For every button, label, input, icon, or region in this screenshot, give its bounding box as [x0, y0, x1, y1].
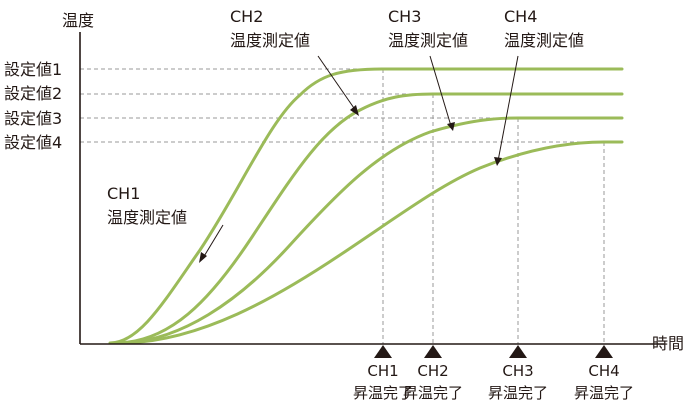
ch2-complete-triangle	[424, 345, 442, 358]
ch1-complete-text: 昇温完了	[353, 384, 413, 402]
setpoint-label-1: 設定値1	[4, 60, 62, 79]
setpoint-guides	[80, 68, 622, 143]
ch2-measurement-label: 温度測定値	[230, 31, 310, 50]
ch4-complete-text: 昇温完了	[574, 384, 634, 402]
x-axis-label: 時間	[652, 334, 684, 353]
ch1-measurement-label: 温度測定値	[107, 208, 187, 227]
completion-guides	[382, 69, 605, 344]
leader-ch2	[317, 55, 357, 112]
ch2-channel-label: CH2	[230, 7, 263, 26]
setpoint-label-2: 設定値2	[4, 84, 62, 103]
arrowhead-ch2	[350, 105, 359, 116]
ch2-complete-text: 昇温完了	[403, 384, 463, 402]
y-axis-label: 温度	[62, 11, 94, 30]
ch4-channel-label: CH4	[504, 7, 537, 26]
ch1-complete-channel: CH1	[367, 362, 398, 380]
setpoint-label-3: 設定値3	[4, 109, 62, 128]
completion-markers	[374, 345, 613, 358]
temperature-curves	[108, 67, 624, 345]
curve-ch1	[108, 67, 624, 345]
curve-ch4	[118, 140, 624, 345]
ch1-complete-triangle	[374, 345, 392, 358]
leader-ch3	[429, 55, 452, 127]
ch1-channel-label: CH1	[107, 184, 140, 203]
setpoint-label-4: 設定値4	[4, 133, 62, 152]
ch3-channel-label: CH3	[388, 7, 421, 26]
leader-ch4	[497, 55, 519, 162]
ch2-complete-channel: CH2	[417, 362, 448, 380]
axes	[79, 32, 664, 345]
ch4-complete-channel: CH4	[588, 362, 619, 380]
ch3-complete-channel: CH3	[502, 362, 533, 380]
label-leaders	[202, 55, 519, 259]
label-arrowheads	[199, 105, 502, 263]
ch3-complete-triangle	[509, 345, 527, 358]
curve-ch3	[116, 116, 624, 345]
ch3-complete-text: 昇温完了	[488, 384, 548, 402]
ch3-measurement-label: 温度測定値	[388, 31, 468, 50]
leader-ch1	[202, 224, 224, 259]
curve-ch2	[113, 92, 624, 345]
arrowhead-ch3	[447, 122, 455, 131]
arrowhead-ch4	[494, 157, 502, 166]
ch4-complete-triangle	[595, 345, 613, 358]
ch4-measurement-label: 温度測定値	[504, 31, 584, 50]
arrowhead-ch1	[199, 252, 207, 263]
